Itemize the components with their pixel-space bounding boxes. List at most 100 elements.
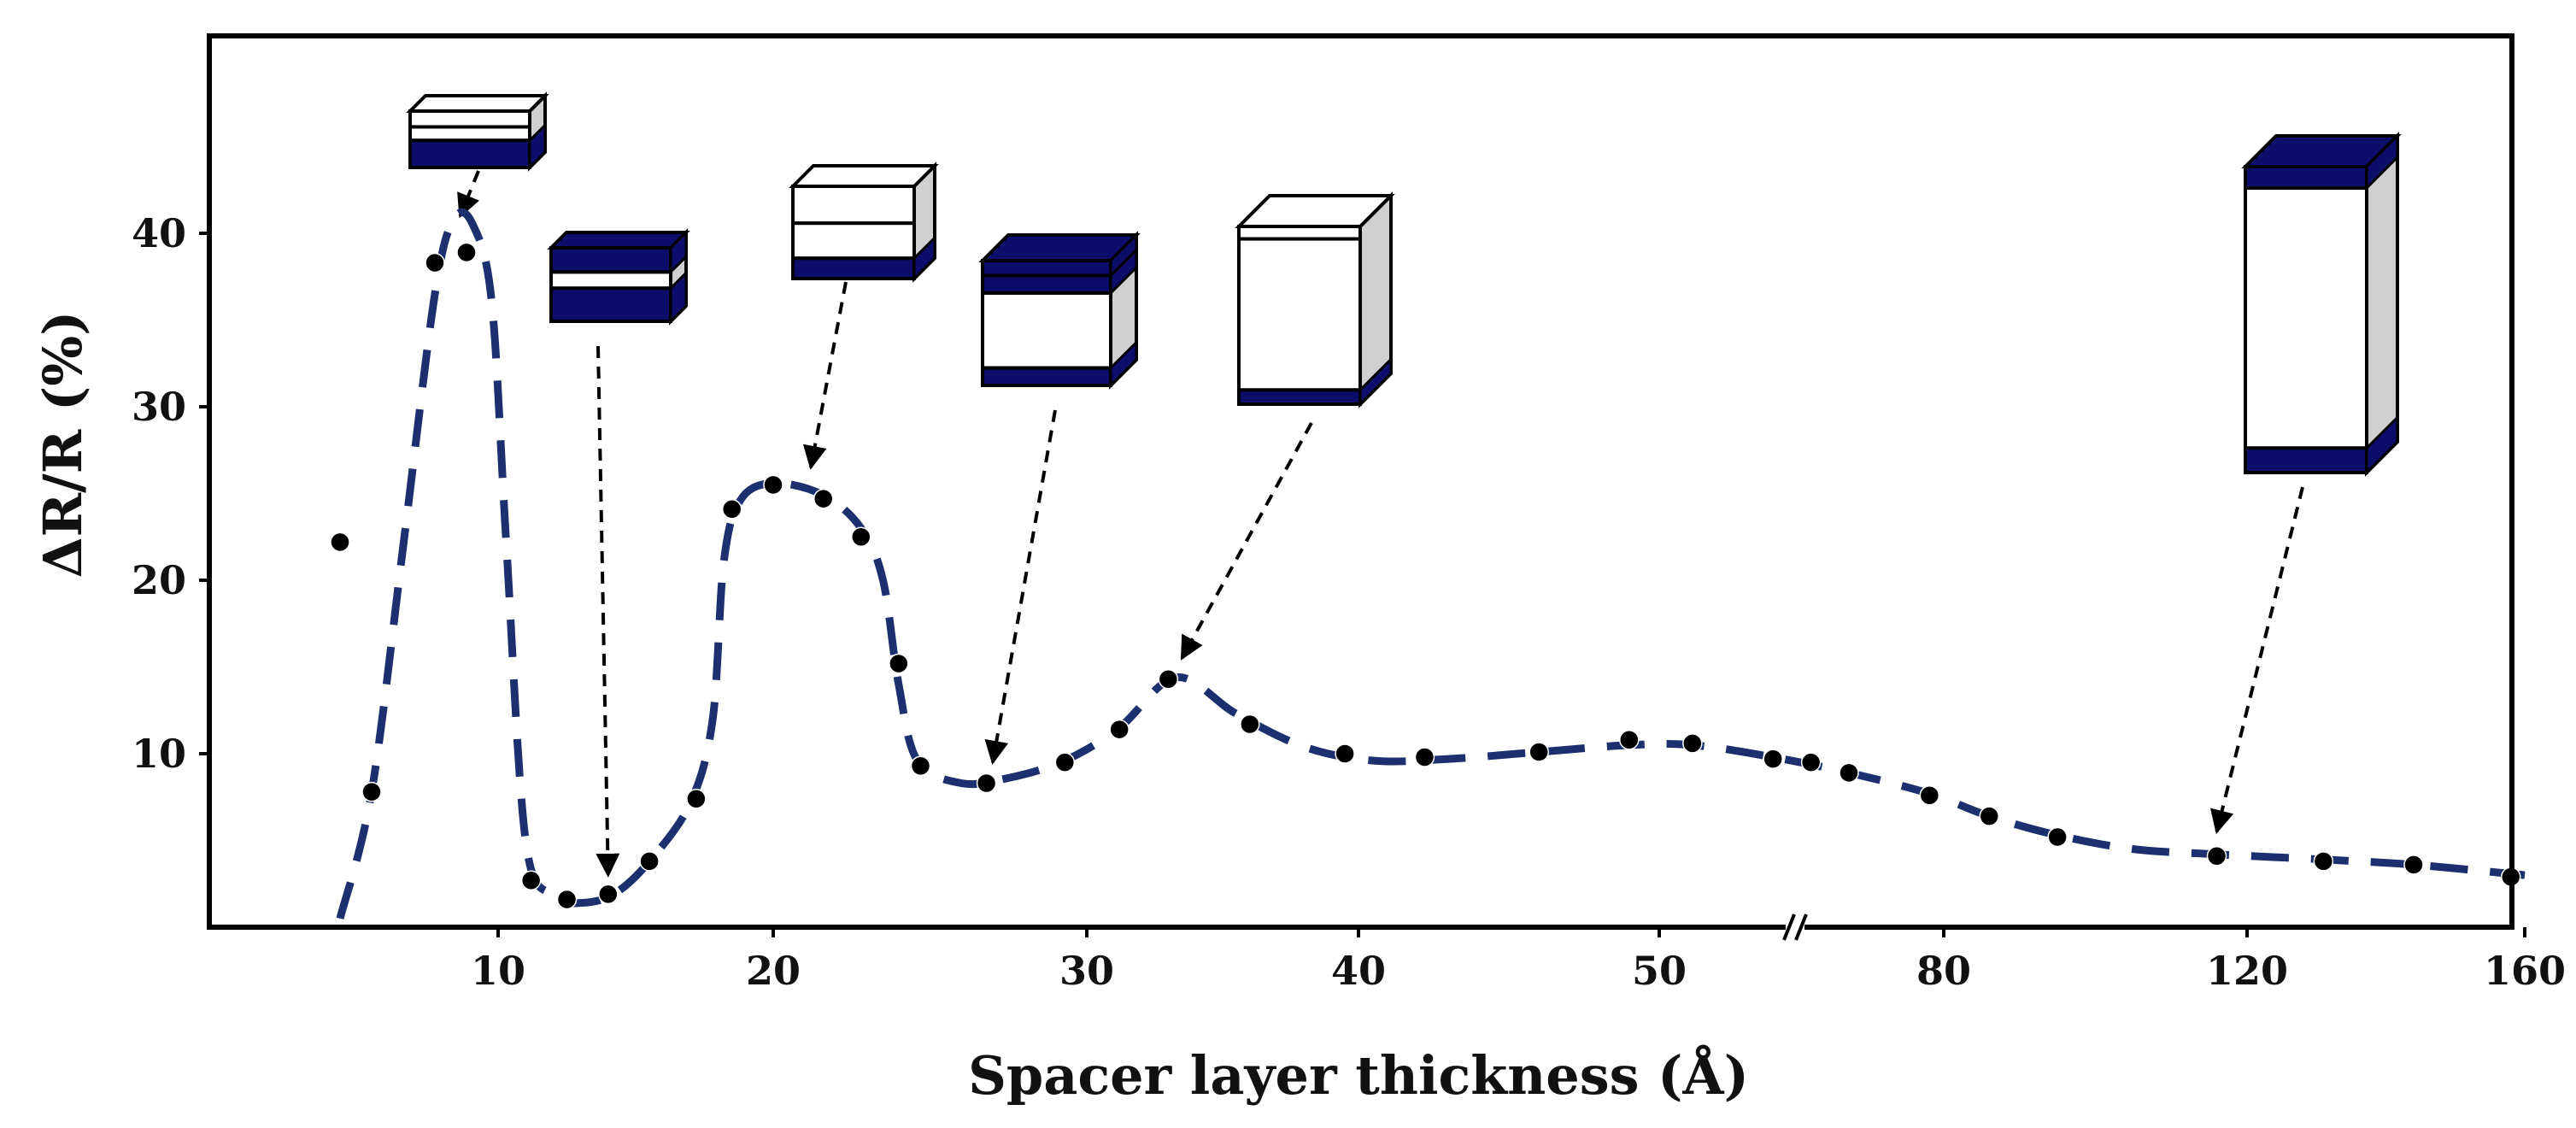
inset-layer-band — [981, 273, 1112, 295]
inset-side-band — [1109, 338, 1138, 389]
data-point — [1839, 762, 1859, 784]
layer-stack-inset — [2241, 132, 2402, 477]
data-point — [2403, 855, 2424, 875]
data-point — [686, 789, 707, 809]
inset-arrow — [2210, 486, 2304, 835]
data-point — [2206, 846, 2227, 867]
inset-side-band — [528, 121, 547, 171]
inset-arrow — [984, 409, 1057, 765]
x-tick-label: 20 — [746, 948, 801, 994]
inset-layer-band — [981, 291, 1112, 370]
inset-layer-band — [408, 109, 531, 129]
inset-arrow — [802, 281, 848, 470]
x-tick-label: 80 — [1916, 948, 1971, 994]
inset-side-band — [1109, 246, 1138, 297]
inset-side-band — [669, 229, 688, 276]
data-point — [598, 884, 619, 905]
x-tick-label: 160 — [2484, 948, 2566, 994]
data-point — [1109, 719, 1130, 740]
layer-stack-inset — [547, 228, 690, 326]
inset-layer-band — [1237, 237, 1362, 392]
data-point — [1682, 733, 1703, 754]
x-axis-break-mark — [1782, 914, 1808, 942]
data-point — [1335, 743, 1355, 764]
inset-arrow — [457, 170, 480, 219]
inset-top-face — [406, 94, 549, 113]
x-tick-label: 30 — [1059, 948, 1114, 994]
fit-curve-line — [336, 208, 2526, 919]
x-tick-label: 50 — [1632, 948, 1687, 994]
inset-layer-band — [408, 138, 531, 170]
data-point — [910, 755, 931, 776]
inset-top-face — [789, 164, 939, 188]
inset-layer-band — [791, 256, 916, 280]
data-point — [1619, 730, 1640, 750]
data-point — [1240, 714, 1260, 735]
data-point — [361, 781, 382, 802]
y-axis-ticks: 10 20 30 40 — [132, 210, 209, 777]
inset-layer-band — [791, 185, 916, 226]
plot-frame — [207, 33, 2514, 930]
x-axis-ticks: 10 20 30 40 50 80 120 160 — [471, 927, 2566, 994]
inset-layer-band — [2244, 165, 2368, 191]
inset-arrow — [1180, 422, 1313, 661]
inset-layer-band — [549, 270, 672, 291]
inset-side-band — [2365, 132, 2399, 191]
data-point — [456, 242, 477, 263]
inset-arrows — [457, 170, 2304, 878]
data-point — [520, 870, 542, 890]
y-tick-label: 20 — [132, 557, 186, 603]
data-point — [556, 889, 578, 910]
data-point — [639, 851, 660, 872]
data-point — [976, 773, 997, 794]
layer-stack-inset — [406, 91, 549, 172]
y-tick-label: 10 — [132, 731, 186, 777]
inset-layer-band — [1237, 388, 1362, 406]
inset-side-band — [912, 234, 936, 282]
inset-side-band — [669, 269, 688, 325]
data-point — [1529, 742, 1549, 762]
data-point — [1414, 747, 1435, 767]
x-axis-title: Spacer layer thickness (Å) — [968, 1044, 1749, 1107]
inset-layer-band — [549, 286, 672, 323]
data-point — [330, 532, 350, 553]
y-axis-title: ΔR/R (%) — [32, 311, 94, 579]
inset-layer-band — [549, 246, 672, 274]
data-point — [2047, 826, 2068, 848]
data-point — [1054, 752, 1076, 773]
inset-layer-band — [2244, 446, 2368, 474]
data-points — [330, 242, 2521, 910]
x-tick-label: 120 — [2206, 948, 2288, 994]
layer-stack-insets — [406, 91, 2402, 477]
data-point — [2313, 851, 2334, 872]
inset-arrow — [596, 345, 620, 878]
data-point — [1763, 749, 1783, 769]
data-point — [851, 526, 871, 547]
y-tick-label: 40 — [132, 210, 186, 256]
inset-side-band — [1358, 355, 1393, 408]
data-point — [813, 488, 834, 509]
x-tick-label: 40 — [1331, 948, 1386, 994]
data-point — [763, 474, 783, 496]
x-tick-label: 10 — [471, 948, 525, 994]
layer-stack-inset — [1235, 191, 1395, 408]
data-point — [425, 252, 445, 273]
data-point — [1158, 668, 1179, 690]
y-tick-label: 30 — [132, 384, 186, 430]
inset-top-face — [547, 231, 690, 250]
inset-layer-band — [408, 125, 531, 143]
inset-layer-band — [1237, 225, 1362, 241]
inset-layer-band — [791, 221, 916, 261]
data-point — [889, 653, 909, 674]
data-point — [1919, 784, 1940, 806]
inset-layer-band — [981, 259, 1112, 278]
layer-stack-inset — [789, 162, 939, 283]
inset-layer-band — [981, 366, 1112, 387]
inset-layer-band — [2244, 186, 2368, 450]
data-point — [1800, 752, 1822, 773]
inset-side-band — [2365, 414, 2399, 476]
layer-stack-inset — [978, 231, 1141, 390]
data-point — [721, 499, 742, 520]
